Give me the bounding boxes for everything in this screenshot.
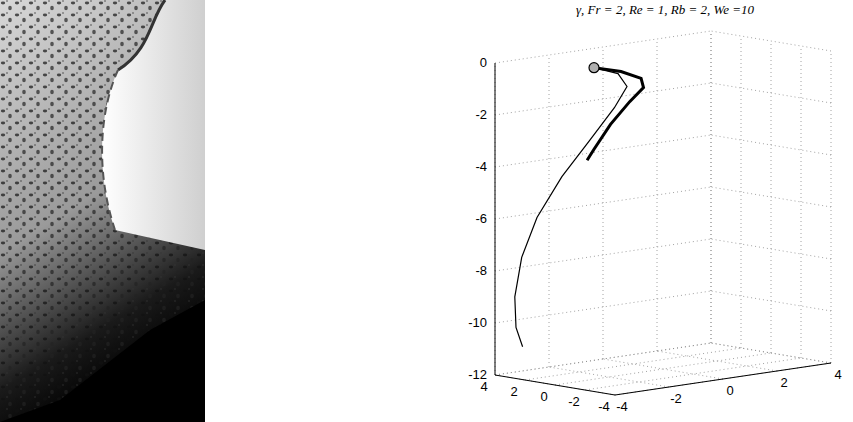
svg-text:-4: -4 <box>475 159 487 174</box>
svg-text:2: 2 <box>780 375 787 390</box>
svg-text:-2: -2 <box>475 107 487 122</box>
svg-text:-4: -4 <box>598 399 610 414</box>
svg-text:-12: -12 <box>468 367 487 382</box>
svg-text:-2: -2 <box>568 394 580 409</box>
svg-text:-8: -8 <box>475 263 487 278</box>
svg-text:0: 0 <box>540 389 547 404</box>
svg-text:-10: -10 <box>468 315 487 330</box>
svg-text:-4: -4 <box>616 399 628 414</box>
svg-text:0: 0 <box>480 55 487 70</box>
svg-text:4: 4 <box>480 379 488 394</box>
svg-text:0: 0 <box>726 383 733 398</box>
svg-text:4: 4 <box>834 367 841 382</box>
svg-text:γ, Fr = 2, Re = 1, Rb = 2, We: γ, Fr = 2, Re = 1, Rb = 2, We =10 <box>576 2 755 17</box>
svg-text:2: 2 <box>510 384 517 399</box>
svg-text:-2: -2 <box>670 391 682 406</box>
svg-text:-6: -6 <box>475 211 487 226</box>
